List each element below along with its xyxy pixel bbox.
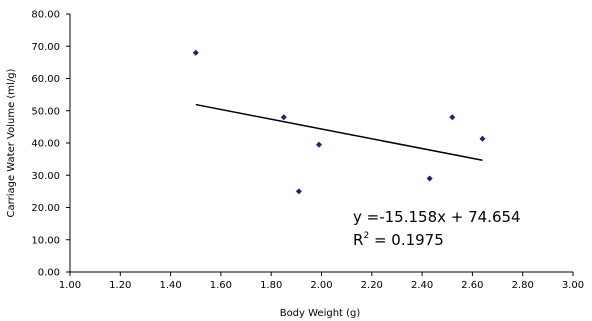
data-point bbox=[315, 141, 322, 148]
x-tick-label: 1.80 bbox=[260, 280, 282, 291]
x-tick-label: 2.00 bbox=[310, 280, 332, 291]
data-points bbox=[192, 49, 486, 195]
y-tick-label: 50.00 bbox=[31, 106, 60, 117]
x-tick-label: 1.40 bbox=[159, 280, 181, 291]
r-squared-value: = 0.1975 bbox=[369, 231, 444, 249]
data-point bbox=[426, 175, 433, 182]
x-tick-label: 2.80 bbox=[512, 280, 534, 291]
x-tick-label: 2.40 bbox=[411, 280, 433, 291]
y-tick-label: 20.00 bbox=[31, 203, 60, 214]
x-tick-label: 1.00 bbox=[59, 280, 81, 291]
trendline bbox=[195, 103, 483, 162]
y-axis-title: Carriage Water Volume (ml/g) bbox=[6, 68, 17, 217]
trendline-group bbox=[195, 103, 483, 162]
r-squared-label: R2 = 0.1975 bbox=[353, 231, 444, 249]
data-point bbox=[449, 114, 456, 121]
y-tick-label: 70.00 bbox=[31, 42, 60, 53]
x-tick-label: 3.00 bbox=[562, 280, 584, 291]
y-ticks: 0.00 10.00 20.00 30.00 40.00 50.00 60.00 70.00 8… bbox=[31, 10, 70, 279]
x-axis-title: Body Weight (g) bbox=[280, 308, 361, 319]
y-tick-label: 30.00 bbox=[31, 171, 60, 182]
y-tick-label: 10.00 bbox=[31, 235, 60, 246]
x-tick-label: 1.20 bbox=[109, 280, 131, 291]
data-point bbox=[192, 49, 199, 56]
axes bbox=[69, 14, 573, 273]
y-tick-label: 80.00 bbox=[31, 10, 60, 21]
y-tick-label: 60.00 bbox=[31, 74, 60, 85]
y-tick-label: 0.00 bbox=[38, 268, 60, 279]
x-tick-label: 2.60 bbox=[461, 280, 483, 291]
y-tick-label: 40.00 bbox=[31, 139, 60, 150]
data-point bbox=[295, 188, 302, 195]
x-tick-label: 2.20 bbox=[361, 280, 383, 291]
data-point bbox=[479, 135, 486, 142]
trendline-equation: y =-15.158x + 74.654 bbox=[353, 208, 521, 226]
r-squared-superscript: 2 bbox=[363, 231, 369, 241]
data-point bbox=[280, 114, 287, 121]
r-squared-prefix: R bbox=[353, 231, 363, 249]
x-tick-label: 1.60 bbox=[210, 280, 232, 291]
x-ticks: 1.00 1.20 1.40 1.60 1.80 2.00 2.20 2.40 2.60 2.80… bbox=[59, 272, 584, 291]
